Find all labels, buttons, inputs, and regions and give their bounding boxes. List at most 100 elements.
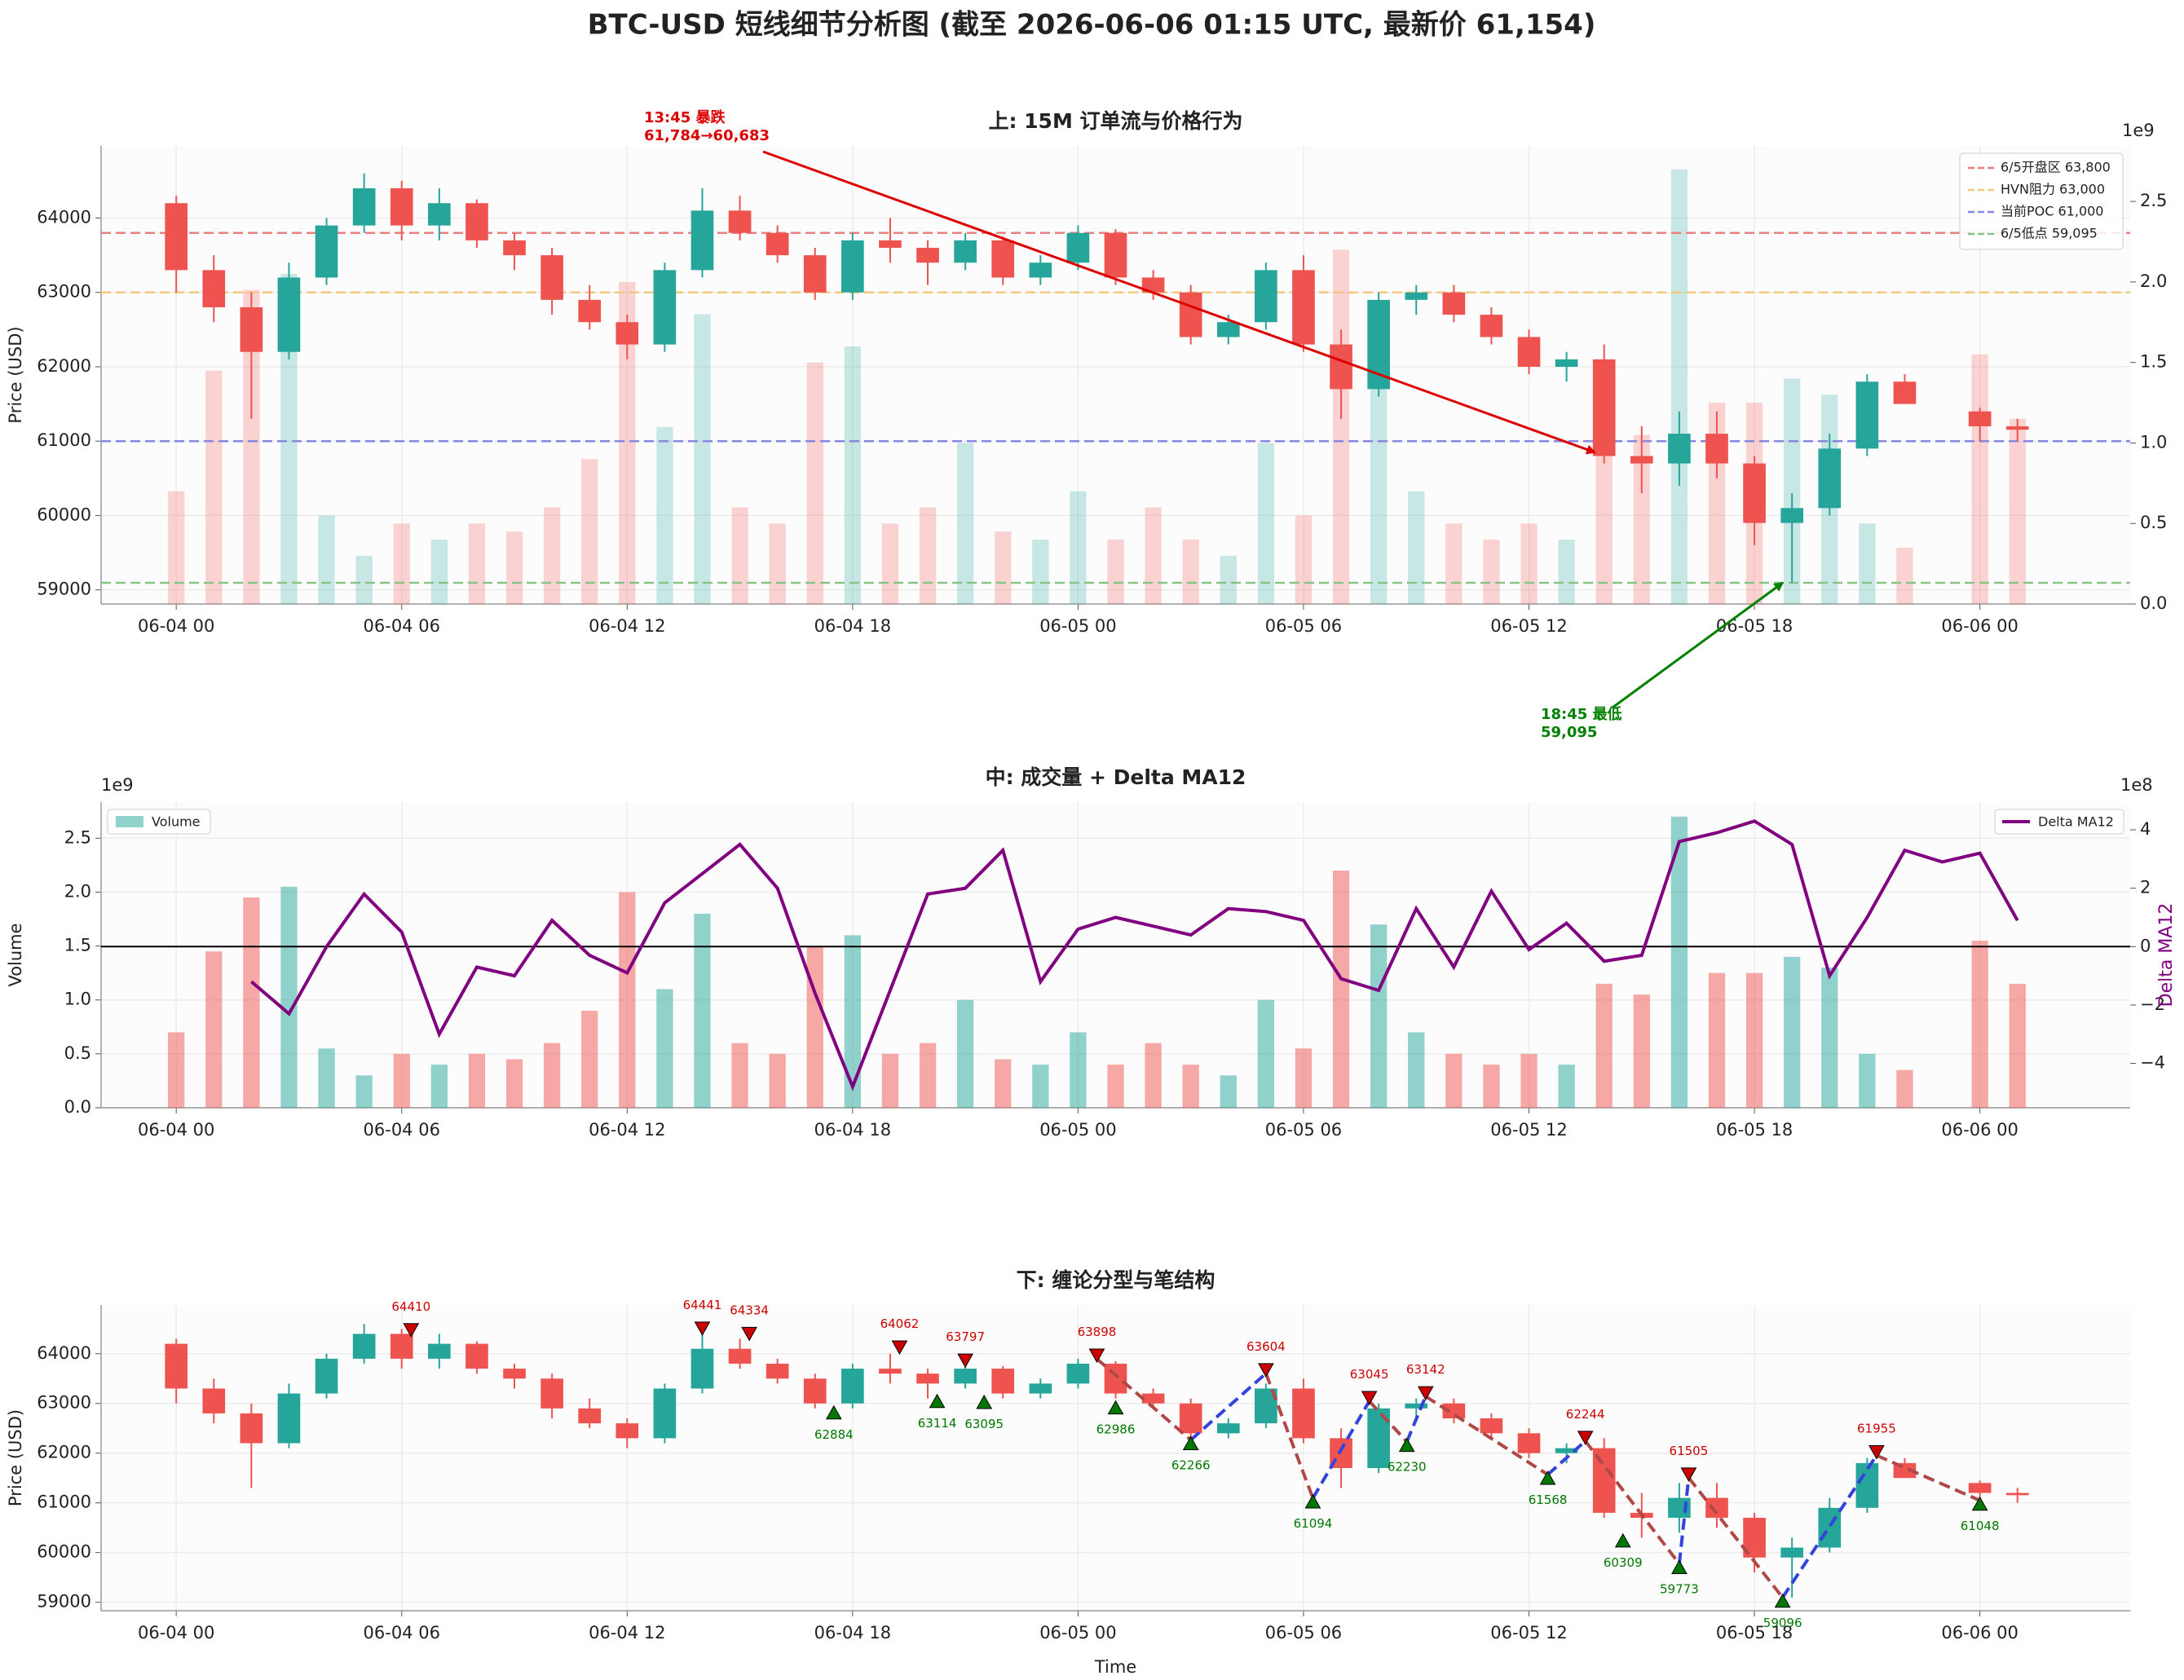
y-tick-label: 60000 bbox=[37, 505, 91, 524]
volume-bar bbox=[1332, 249, 1350, 604]
volume-bar bbox=[995, 1059, 1012, 1108]
y2-tick-label: 0.0 bbox=[2140, 593, 2167, 613]
candle-body bbox=[352, 1334, 376, 1359]
top-label: 64062 bbox=[880, 1316, 920, 1331]
volume-bar bbox=[280, 274, 298, 604]
top-label: 63604 bbox=[1246, 1339, 1286, 1354]
volume-bar bbox=[844, 935, 861, 1108]
volume-bar bbox=[1896, 1069, 1913, 1108]
candle-body bbox=[503, 240, 526, 256]
candle-body bbox=[465, 203, 488, 240]
volume-bar bbox=[1483, 1065, 1500, 1108]
volume-bar bbox=[1370, 330, 1388, 604]
volume-bar bbox=[1558, 1065, 1575, 1108]
candle-body bbox=[879, 1369, 902, 1374]
candle-body bbox=[1668, 434, 1691, 464]
candle-body bbox=[1179, 1403, 1202, 1434]
y-tick-label: 1.0 bbox=[64, 990, 91, 1009]
volume-bar bbox=[731, 507, 748, 604]
bottom-label: 63095 bbox=[964, 1417, 1004, 1431]
y-tick-label: 0.5 bbox=[64, 1043, 91, 1063]
x-tick-label: 06-04 12 bbox=[589, 616, 665, 636]
volume-bar bbox=[468, 523, 486, 604]
y-axis-label: Price (USD) bbox=[6, 1409, 25, 1506]
y-tick-label: 62000 bbox=[37, 356, 91, 376]
volume-bar bbox=[1107, 539, 1124, 604]
bottom-fractal bbox=[1182, 1435, 1199, 1450]
panel-title: 中: 成交量 + Delta MA12 bbox=[986, 765, 1246, 789]
candle-body bbox=[1367, 299, 1390, 390]
bi-segment bbox=[1424, 1395, 1549, 1476]
volume-bar bbox=[694, 314, 711, 604]
candle-body bbox=[1442, 292, 1466, 315]
bi-segment bbox=[1780, 1454, 1878, 1598]
top-label: 62244 bbox=[1566, 1407, 1605, 1422]
y2-tick-label: 1.0 bbox=[2140, 432, 2167, 452]
candle-body bbox=[841, 1369, 864, 1404]
volume-bar bbox=[2009, 418, 2026, 604]
bottom-fractal bbox=[1614, 1532, 1631, 1548]
bottom-fractal bbox=[1971, 1496, 1988, 1511]
volume-bar bbox=[1257, 999, 1275, 1108]
candle-body bbox=[1255, 270, 1277, 323]
bottom-label: 62230 bbox=[1388, 1460, 1427, 1475]
y-offset: 1e9 bbox=[101, 775, 134, 795]
bottom-label: 61048 bbox=[1961, 1519, 2000, 1533]
volume-bar bbox=[393, 523, 410, 604]
x-axis-label: Time bbox=[1094, 1657, 1136, 1677]
x-tick-label: 06-06 00 bbox=[1941, 1623, 2018, 1643]
candle-body bbox=[202, 1388, 226, 1413]
volume-bar bbox=[1220, 1075, 1237, 1108]
volume-bar bbox=[430, 1065, 448, 1108]
volume-bar bbox=[1670, 169, 1688, 604]
legend-box bbox=[1959, 152, 2124, 250]
candle-body bbox=[352, 188, 376, 226]
bi-segment bbox=[1096, 1357, 1192, 1442]
legend-label: 当前POC 61,000 bbox=[2001, 204, 2104, 219]
legend-label: HVN阻力 63,000 bbox=[2001, 182, 2105, 197]
volume-bar bbox=[1595, 418, 1613, 604]
top-label: 64410 bbox=[391, 1299, 430, 1314]
x-tick-label: 06-05 12 bbox=[1490, 616, 1567, 636]
y-tick-label: 2.5 bbox=[64, 827, 91, 847]
candle-body bbox=[1442, 1403, 1466, 1419]
x-tick-label: 06-04 18 bbox=[814, 1623, 891, 1643]
volume-bar bbox=[205, 370, 223, 604]
annotation-arrow bbox=[1612, 581, 1785, 709]
candle-body bbox=[1104, 1363, 1127, 1394]
volume-bar bbox=[844, 346, 861, 604]
volume-bar bbox=[806, 946, 823, 1108]
candle-body bbox=[1066, 232, 1090, 263]
y2-tick-label: −2 bbox=[2140, 994, 2165, 1014]
volume-bar bbox=[1859, 523, 1876, 604]
volume-bar bbox=[1408, 491, 1425, 604]
bottom-label: 62266 bbox=[1171, 1457, 1211, 1472]
candle-body bbox=[1517, 337, 1541, 367]
candle-body bbox=[1330, 344, 1352, 390]
volume-bar bbox=[1670, 816, 1688, 1108]
candle-body bbox=[578, 1408, 602, 1424]
candle-body bbox=[240, 306, 263, 352]
y-tick-label: 64000 bbox=[37, 207, 91, 227]
candle-body bbox=[803, 255, 827, 293]
volume-bar bbox=[1558, 539, 1575, 604]
candle-body bbox=[653, 1388, 677, 1439]
volume-bar bbox=[919, 507, 937, 604]
y-tick-label: 60000 bbox=[37, 1542, 91, 1562]
candle-body bbox=[202, 270, 226, 307]
volume-bar bbox=[1859, 1053, 1876, 1108]
y-tick-label: 59000 bbox=[37, 1592, 91, 1612]
top-label: 61955 bbox=[1857, 1421, 1896, 1435]
volume-bar bbox=[881, 1053, 899, 1108]
volume-bar bbox=[619, 892, 636, 1108]
x-tick-label: 06-05 18 bbox=[1716, 1623, 1793, 1643]
bi-segment bbox=[1405, 1396, 1427, 1443]
x-tick-label: 06-04 12 bbox=[589, 1623, 665, 1643]
candle-body bbox=[2005, 426, 2029, 430]
candle-body bbox=[991, 1369, 1015, 1394]
volume-bar bbox=[1520, 523, 1538, 604]
candle-body bbox=[503, 1369, 526, 1379]
x-tick-label: 06-04 06 bbox=[364, 1623, 440, 1643]
bottom-label: 61094 bbox=[1294, 1516, 1333, 1531]
